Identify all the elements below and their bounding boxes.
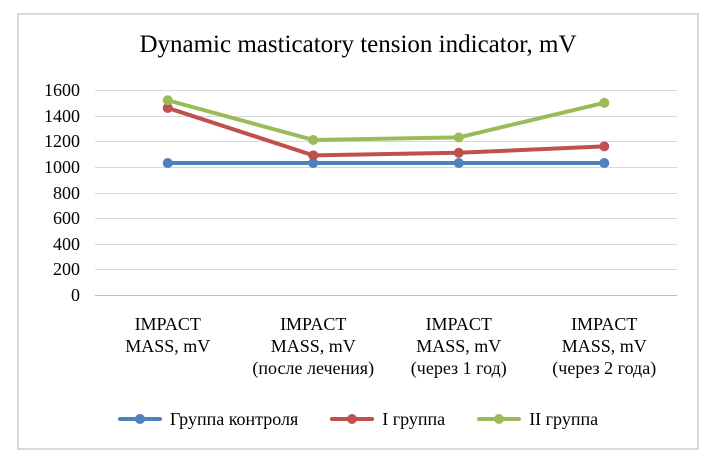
data-point-marker (308, 158, 319, 169)
legend-marker-icon (330, 414, 375, 424)
data-point-marker (308, 150, 319, 161)
legend-label: II группа (529, 409, 599, 429)
data-point-marker (162, 102, 173, 113)
legend-marker-icon (477, 414, 522, 424)
gridline (95, 90, 677, 91)
x-category-label: IMPACT MASS, mV (через 2 года) (552, 314, 657, 378)
y-tick-label: 1000 (44, 157, 80, 177)
gridline (95, 244, 677, 245)
y-tick-label: 600 (53, 208, 80, 228)
gridline (95, 141, 677, 142)
data-point-marker (599, 158, 610, 169)
data-point-marker (599, 97, 610, 108)
x-category-label: IMPACT MASS, mV (через 1 год) (410, 314, 507, 378)
legend-item-control-group: Группа контроля (117, 408, 299, 430)
y-tick-label: 400 (53, 234, 80, 254)
data-point-marker (453, 147, 464, 158)
gridline (95, 116, 677, 117)
legend: Группа контроля I группа II группа (0, 408, 716, 430)
series-plot (162, 95, 610, 169)
gridline (95, 295, 677, 296)
x-category-label: IMPACT MASS, mV (после лечения) (252, 314, 375, 378)
plot-area (95, 90, 677, 296)
legend-item-group-2: II группа (477, 408, 598, 430)
y-tick-label: 1600 (44, 80, 80, 100)
chart-title: Dynamic masticatory tension indicator, m… (139, 31, 577, 58)
gridline (95, 218, 677, 219)
legend-item-group-1: I группа (330, 408, 445, 430)
x-category-label: IMPACT MASS, mV (125, 314, 211, 356)
x-axis-labels: IMPACT MASS, mV IMPACT MASS, mV (после ле… (95, 313, 677, 379)
gridline (95, 269, 677, 270)
data-point-marker (162, 158, 173, 169)
y-tick-label: 0 (71, 285, 80, 305)
data-point-marker (308, 134, 319, 145)
y-tick-label: 1400 (44, 106, 80, 126)
data-point-marker (453, 158, 464, 169)
legend-label: I группа (382, 409, 446, 429)
data-point-marker (162, 95, 173, 106)
data-point-marker (453, 132, 464, 143)
chart-frame (17, 13, 699, 450)
gridline (95, 193, 677, 194)
y-tick-label: 800 (53, 183, 80, 203)
y-axis-labels: 1600 1400 1200 1000 800 600 400 200 0 (10, 81, 80, 304)
series-Группа контроля (162, 158, 610, 169)
series-II группа (162, 95, 610, 145)
gridline (95, 167, 677, 168)
legend-label: Группа контроля (169, 409, 299, 429)
legend-marker-icon (117, 414, 162, 424)
data-point-marker (599, 141, 610, 152)
series-I группа (162, 102, 610, 161)
y-tick-label: 1200 (44, 131, 80, 151)
y-tick-label: 200 (53, 259, 80, 279)
